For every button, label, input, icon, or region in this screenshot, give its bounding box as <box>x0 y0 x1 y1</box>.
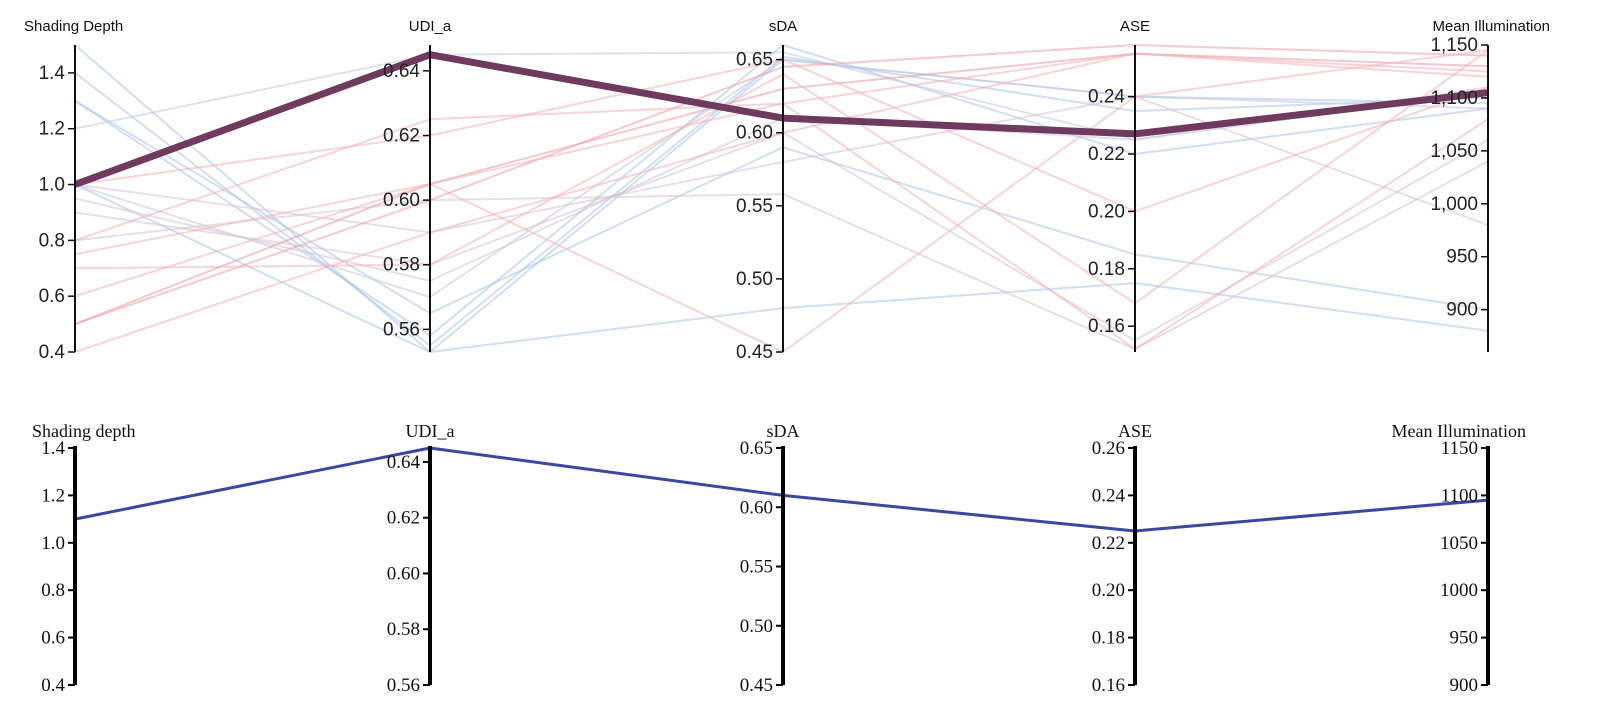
axis-title: sDA <box>769 18 797 35</box>
tick-label: 1150 <box>1441 438 1478 459</box>
tick-label: 0.20 <box>1092 580 1125 601</box>
tick-label: 1.4 <box>41 438 65 459</box>
axis-shading-depth: Shading depth 0.4 0.6 0.8 1.0 1.2 1.4 <box>32 421 136 696</box>
axis-title: sDA <box>766 421 799 441</box>
tick-label: 0.60 <box>387 563 420 584</box>
tick-label: 0.4 <box>39 342 66 363</box>
axis-sda: sDA 0.45 0.50 0.55 0.60 0.65 <box>740 421 800 696</box>
tick-label: 0.65 <box>736 50 773 71</box>
chart-panel-2: Shading depth 0.4 0.6 0.8 1.0 1.2 1.4 UDI_a 0.56… <box>32 421 1526 696</box>
tick-label: 1,050 <box>1430 141 1478 162</box>
tick-label: 0.55 <box>736 196 773 217</box>
tick-label: 0.16 <box>1088 316 1125 337</box>
axis-title: ASE <box>1118 421 1152 441</box>
tick-label: 0.24 <box>1092 485 1126 506</box>
tick-label: 0.64 <box>387 452 421 473</box>
tick-label: 0.45 <box>736 342 773 363</box>
tick-label: 0.50 <box>736 269 773 290</box>
tick-label: 1.2 <box>39 119 65 140</box>
axis-mean-illumination: Mean Illumination 900 950 1000 1050 1100 1150 <box>1392 421 1526 696</box>
tick-label: 1.0 <box>39 175 65 196</box>
tick-label: 0.26 <box>1092 438 1125 459</box>
tick-label: 1.0 <box>41 533 65 554</box>
axis-title: Mean Illumination <box>1432 18 1550 35</box>
axis-title: UDI_a <box>406 421 455 441</box>
axis-title: UDI_a <box>409 18 452 35</box>
series-line-10 <box>74 160 1489 351</box>
tick-label: 0.56 <box>383 319 420 340</box>
tick-label: 0.60 <box>383 190 420 211</box>
axis-mean-illumination: Mean Illumination 900 950 1,000 1,050 1,100 1,… <box>1430 18 1550 352</box>
tick-label: 1,000 <box>1430 194 1478 215</box>
tick-label: 0.22 <box>1092 533 1125 554</box>
tick-label: 0.6 <box>41 628 65 649</box>
series-lines <box>73 44 1489 353</box>
tick-label: 1050 <box>1440 533 1478 554</box>
tick-label: 0.55 <box>740 557 773 578</box>
tick-label: 1100 <box>1441 485 1478 506</box>
tick-label: 1.2 <box>41 485 65 506</box>
axis-sda: sDA 0.45 0.50 0.55 0.60 0.65 <box>736 18 797 363</box>
tick-label: 950 <box>1450 628 1479 649</box>
series-line-2 <box>74 44 1489 353</box>
axis-title: Mean Illumination <box>1392 421 1526 441</box>
axis-udi-a: UDI_a 0.56 0.58 0.60 0.62 0.64 <box>383 18 452 352</box>
axis-udi-a: UDI_a 0.56 0.58 0.60 0.62 0.64 <box>387 421 455 696</box>
tick-label: 0.62 <box>387 508 420 529</box>
series-line-17 <box>74 49 1489 305</box>
tick-label: 1000 <box>1440 580 1478 601</box>
chart-panel-1: Shading Depth 0.4 0.6 0.8 1.0 1.2 1.4 UDI_a 0.56… <box>24 18 1550 363</box>
tick-label: 1,150 <box>1430 35 1478 56</box>
tick-label: 0.8 <box>39 230 65 251</box>
series-line-14 <box>74 44 1489 326</box>
tick-label: 0.8 <box>41 580 65 601</box>
tick-label: 0.56 <box>387 675 420 696</box>
tick-label: 0.6 <box>39 286 65 307</box>
axis-shading-depth: Shading Depth 0.4 0.6 0.8 1.0 1.2 1.4 <box>24 18 123 363</box>
tick-label: 900 <box>1450 675 1479 696</box>
tick-label: 0.16 <box>1092 675 1125 696</box>
tick-label: 900 <box>1446 300 1478 321</box>
tick-label: 0.4 <box>41 675 65 696</box>
tick-label: 0.20 <box>1088 201 1125 222</box>
tick-label: 0.58 <box>387 619 420 640</box>
series-line-18 <box>74 102 1489 351</box>
axis-title: Shading Depth <box>24 18 123 35</box>
tick-label: 1,100 <box>1430 88 1478 109</box>
axis-ase: ASE 0.16 0.18 0.20 0.22 0.24 0.26 <box>1092 421 1152 696</box>
tick-label: 0.45 <box>740 675 773 696</box>
tick-label: 0.65 <box>740 438 773 459</box>
series-line-6 <box>74 183 1489 353</box>
tick-label: 0.18 <box>1088 259 1125 280</box>
tick-label: 0.58 <box>383 255 420 276</box>
tick-label: 0.62 <box>383 125 420 146</box>
tick-label: 0.50 <box>740 616 773 637</box>
tick-label: 950 <box>1446 247 1478 268</box>
tick-label: 0.60 <box>736 123 773 144</box>
tick-label: 0.22 <box>1088 144 1125 165</box>
axis-ase: ASE 0.16 0.18 0.20 0.22 0.24 <box>1088 18 1150 352</box>
series-line-7 <box>74 51 1489 141</box>
tick-label: 0.24 <box>1088 87 1125 108</box>
tick-label: 1.4 <box>39 63 66 84</box>
axis-title: ASE <box>1120 18 1150 35</box>
tick-label: 0.64 <box>383 61 420 82</box>
tick-label: 0.60 <box>740 497 773 518</box>
axis-title: Shading depth <box>32 421 136 441</box>
tick-label: 0.18 <box>1092 628 1125 649</box>
